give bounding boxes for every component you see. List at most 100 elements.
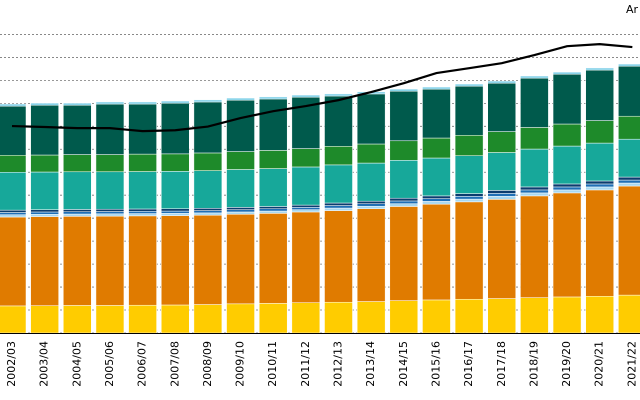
bar-segment [356,200,386,204]
bar-segment [454,155,484,194]
bar-segment [454,298,484,334]
bar-segment [0,171,27,211]
bar-segment [454,196,484,200]
bar-segment [226,214,255,305]
bar-segment [193,152,223,171]
bar-segment [193,210,223,214]
bar-segment [95,101,125,105]
x-tick-label: 2021/22 [625,341,638,387]
bar-segment [258,210,288,214]
bar-segment [193,214,223,305]
bar-segment [585,180,614,185]
bar-segment [30,104,59,156]
bar-segment [128,101,157,105]
bar-segment [389,200,419,204]
bar-segment [63,102,92,106]
bar-segment [487,199,516,299]
bar-segment [63,211,92,215]
bar-segment [0,103,27,107]
bar-segment [95,213,125,217]
bar-segment [128,208,157,212]
bar-segment [487,82,516,132]
bar-segment [422,201,451,205]
bar-segment [30,171,59,210]
bar-segment [618,176,640,181]
annotation: Ar [626,3,639,16]
bar-segment [258,150,288,169]
bar-segment [454,135,484,156]
bar-segment [356,301,386,334]
bar-segment [324,207,353,211]
bar-segment [422,137,451,159]
bar-segment [0,105,27,156]
bar-segment [356,208,386,302]
bar-segment [487,131,516,153]
bar-segment [30,154,59,173]
x-tick-label: 2002/03 [5,341,18,387]
bar-segment [389,90,419,142]
bar-segment [291,211,321,303]
bar-segment [487,196,516,200]
x-tick-label: 2014/15 [397,341,410,387]
bar-segment [0,305,27,334]
bar-segment [487,298,516,334]
bar-segment [552,183,582,188]
bar-segment [454,85,484,136]
bar-segment [161,100,190,104]
bar-segment [95,208,125,212]
bar-segment [585,189,614,297]
bar-segment [291,96,321,149]
bar-segment [291,302,321,334]
bar-segment [161,304,190,334]
x-tick-label: 2007/08 [168,341,181,387]
bar-segment [95,215,125,306]
bar-segment [30,214,59,217]
bar-segment [454,201,484,300]
bar-segment [618,179,640,184]
bar-segment [618,182,640,187]
bar-segment [324,146,353,166]
bar-segment [487,193,516,197]
bar-segment [585,186,614,191]
bar-segment [226,97,255,101]
bar-segment [161,153,190,172]
x-tick-label: 2013/14 [364,341,377,387]
bar-segment [585,142,614,182]
bar-segment [95,154,125,173]
bar-segment [128,213,157,217]
x-tick-label: 2015/16 [429,341,442,387]
bar-segment [356,93,386,145]
bar-segment [128,153,157,172]
bar-segment [291,204,321,208]
bar-segment [618,185,640,296]
bar-segment [95,211,125,215]
bar-segment [356,143,386,164]
bar-segment [487,152,516,191]
bar-segment [520,192,549,197]
bar-segment [291,94,321,98]
bar-segment [520,127,549,150]
x-tick-label: 2011/12 [299,341,312,387]
bar-segment [128,211,157,214]
bar-segment [193,212,223,216]
bar-segment [552,296,582,334]
bar-segment [324,205,353,209]
x-tick-label: 2020/21 [593,341,606,387]
bar-segment [128,171,157,210]
bar-segment [30,102,59,106]
bar-segment [389,88,419,92]
bar-segment [63,213,92,217]
bar-segment [128,304,157,334]
x-tick-label: 2012/13 [332,341,345,387]
bar-segment [161,215,190,306]
bar-segment [520,148,549,188]
bar-segment [63,154,92,173]
x-tick-label: 2019/20 [560,341,573,387]
bar-segment [161,208,190,212]
bar-segment [422,299,451,334]
bar-segment [520,75,549,79]
bar-segment [389,197,419,202]
bar-segment [0,212,27,215]
bar-segment [258,98,288,151]
